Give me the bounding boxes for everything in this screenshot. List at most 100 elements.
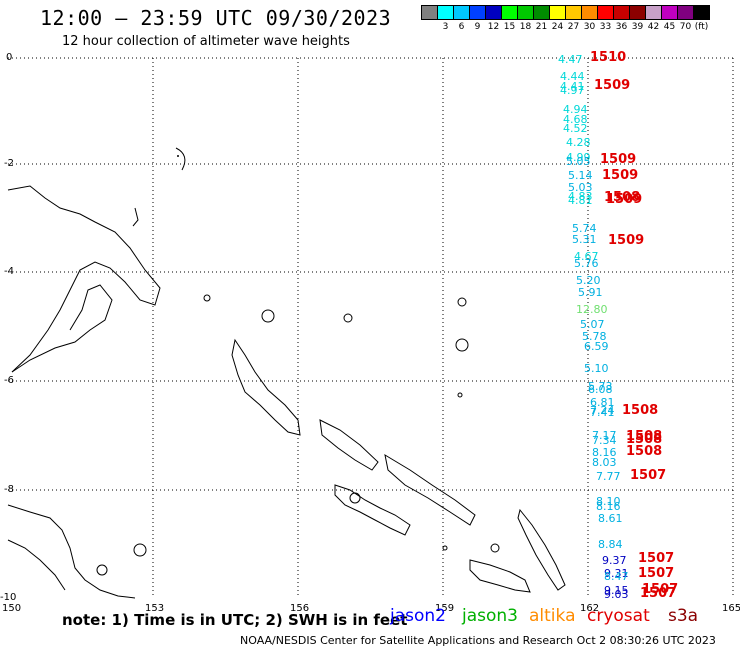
island-i bbox=[349, 492, 361, 504]
pass-time: 1507 bbox=[638, 566, 675, 581]
wave-height-value: 7.24 bbox=[590, 404, 615, 417]
wave-height-value: 5.78 bbox=[582, 330, 607, 343]
wave-height-value: 4.99 bbox=[566, 151, 591, 164]
legend-label: 27 bbox=[567, 22, 580, 32]
wave-height-value: 5.73 bbox=[588, 380, 613, 393]
wave-height-value: 8.16 bbox=[592, 446, 617, 459]
legend-label: 6 bbox=[458, 22, 465, 32]
pass-time: 1509 bbox=[608, 233, 645, 248]
pass-time: 1507 bbox=[640, 586, 677, 601]
pass-time: 1510 bbox=[590, 50, 627, 65]
legend-labels: 3 6 9 12 15 18 21 24 27 30 33 36 39 42 45 70 (ft) bbox=[421, 22, 709, 32]
satellite-jason3: jason3 bbox=[462, 606, 518, 626]
legend-label: 18 bbox=[519, 22, 532, 32]
island-g bbox=[133, 543, 147, 557]
footer-note: note: 1) Time is in UTC; 2) SWH is in fe… bbox=[62, 611, 408, 629]
wave-height-value: 5.76 bbox=[574, 257, 599, 270]
pass-time: 1508 bbox=[626, 432, 663, 447]
wave-height-value: 5.20 bbox=[576, 274, 601, 287]
wave-height-value: 5.31 bbox=[572, 233, 597, 246]
wave-height-value: 8.61 bbox=[598, 512, 623, 525]
island-f bbox=[203, 294, 211, 302]
malaita-coast bbox=[517, 508, 566, 591]
legend-label: 9 bbox=[474, 22, 481, 32]
wave-height-value: 4.67 bbox=[574, 250, 599, 263]
pass-time: 1509 bbox=[594, 78, 631, 93]
lon-label-153: 153 bbox=[145, 603, 165, 614]
wave-height-value: 4.28 bbox=[566, 136, 591, 149]
legend-label: 15 bbox=[503, 22, 516, 32]
wave-height-value: 5.91 bbox=[578, 286, 603, 299]
legend-label: 30 bbox=[583, 22, 596, 32]
pass-time: 1507 bbox=[642, 582, 679, 597]
lon-label-159: 159 bbox=[435, 603, 455, 614]
island-e bbox=[457, 392, 463, 398]
legend-label: 36 bbox=[615, 22, 628, 32]
legend-swatch bbox=[693, 5, 710, 20]
footer-credit: NOAA/NESDIS Center for Satellite Applica… bbox=[240, 634, 716, 647]
lat-label-8: -8 bbox=[4, 484, 14, 495]
bougainville-coast bbox=[231, 338, 301, 436]
wave-height-value: 4.44 bbox=[560, 70, 585, 83]
wave-height-value: 6.08 bbox=[588, 383, 613, 396]
wave-height-value: 6.59 bbox=[584, 340, 609, 353]
lat-label-6: -6 bbox=[4, 375, 14, 386]
wave-height-value: 4.97 bbox=[560, 84, 585, 97]
santa-isabel-coast bbox=[384, 453, 476, 526]
wave-height-value: 6.81 bbox=[590, 396, 615, 409]
png-mainland-inner bbox=[7, 539, 66, 591]
legend-label: 33 bbox=[599, 22, 612, 32]
lon-label-156: 156 bbox=[290, 603, 310, 614]
wave-height-value: 8.84 bbox=[598, 538, 623, 551]
island-d bbox=[455, 338, 469, 352]
pass-time: 1509 bbox=[602, 168, 639, 183]
wave-height-value: 5.07 bbox=[580, 318, 605, 331]
wave-height-value: 5.10 bbox=[584, 362, 609, 375]
wave-height-value: 7.17 bbox=[592, 429, 617, 442]
wave-height-value: 8.47 bbox=[604, 570, 629, 583]
lat-label-4: -4 bbox=[4, 266, 14, 277]
legend-label: 42 bbox=[647, 22, 660, 32]
wave-height-value: 4.52 bbox=[563, 122, 588, 135]
legend-label: 12 bbox=[487, 22, 500, 32]
wave-height-value: 4.94 bbox=[563, 103, 588, 116]
island-a bbox=[261, 309, 275, 323]
wave-height-value: 4.81 bbox=[568, 194, 593, 207]
png-mainland-coast bbox=[7, 504, 136, 599]
pass-time: 1508 bbox=[622, 403, 659, 418]
wave-height-value: 4.68 bbox=[563, 113, 588, 126]
wave-height-value: 8.16 bbox=[596, 500, 621, 513]
wave-height-value: 8.03 bbox=[592, 456, 617, 469]
wave-height-value: 9.37 bbox=[602, 554, 627, 567]
wave-height-value: 5.03 bbox=[568, 181, 593, 194]
satellite-altika: altika bbox=[529, 606, 576, 626]
wave-height-value: 5.74 bbox=[572, 222, 597, 235]
wave-height-value: 9.15 bbox=[604, 584, 629, 597]
legend-label: 39 bbox=[631, 22, 644, 32]
satellite-cryosat: cryosat bbox=[587, 606, 650, 626]
pass-time: 1508 bbox=[626, 429, 663, 444]
legend-label: 70 bbox=[679, 22, 692, 32]
island-b bbox=[343, 313, 353, 323]
wave-height-value: 4.47 bbox=[558, 53, 583, 66]
legend-label: 45 bbox=[663, 22, 676, 32]
satellite-s3a: s3a bbox=[668, 606, 699, 626]
wave-height-value: 4.41 bbox=[560, 80, 585, 93]
wave-height-value: 9.03 bbox=[604, 588, 629, 601]
choiseul-coast bbox=[319, 419, 379, 471]
pass-time: 1509 bbox=[600, 152, 637, 167]
wave-height-value: 12.80 bbox=[576, 303, 608, 316]
wave-height-value: 8.10 bbox=[596, 495, 621, 508]
island-k bbox=[442, 545, 448, 551]
wave-height-value: 5.05 bbox=[566, 155, 591, 168]
pass-time: 1508 bbox=[604, 190, 641, 205]
island-j bbox=[490, 543, 500, 553]
pass-time: 1508 bbox=[626, 444, 663, 459]
legend-label: (ft) bbox=[694, 22, 709, 32]
island-l bbox=[177, 155, 179, 157]
lat-label-2: -2 bbox=[4, 158, 14, 169]
legend-swatches bbox=[421, 5, 710, 20]
lon-label-162: 162 bbox=[580, 603, 600, 614]
wave-height-value: 4.83 bbox=[568, 190, 593, 203]
